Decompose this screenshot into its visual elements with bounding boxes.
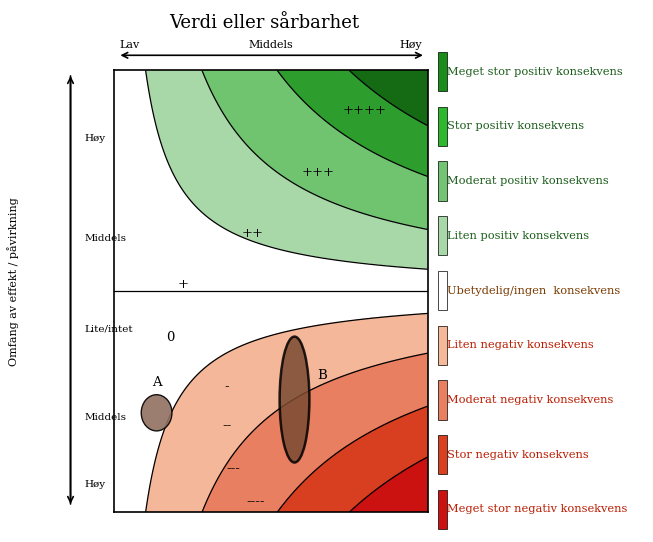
- Text: A: A: [151, 376, 161, 389]
- Text: -: -: [225, 380, 229, 393]
- Text: Liten positiv konsekvens: Liten positiv konsekvens: [447, 231, 590, 241]
- Text: ++: ++: [241, 228, 263, 241]
- Text: +++: +++: [302, 165, 334, 178]
- Ellipse shape: [279, 337, 310, 462]
- Text: Liten negativ konsekvens: Liten negativ konsekvens: [447, 340, 594, 350]
- Text: --: --: [223, 420, 232, 433]
- Text: Lav: Lav: [119, 41, 140, 50]
- Text: Middels: Middels: [85, 412, 127, 422]
- Text: Høy: Høy: [400, 41, 422, 50]
- Text: Middels: Middels: [249, 41, 293, 50]
- Text: Middels: Middels: [85, 234, 127, 243]
- Text: B: B: [317, 369, 327, 382]
- Ellipse shape: [141, 395, 172, 431]
- Text: Omfang av effekt / påvirkning: Omfang av effekt / påvirkning: [7, 197, 19, 366]
- Text: Meget stor negativ konsekvens: Meget stor negativ konsekvens: [447, 505, 628, 514]
- Text: Høy: Høy: [85, 480, 106, 489]
- Text: Verdi eller sårbarhet: Verdi eller sårbarhet: [169, 14, 360, 31]
- Text: ----: ----: [246, 495, 264, 508]
- Text: Moderat positiv konsekvens: Moderat positiv konsekvens: [447, 176, 609, 186]
- Text: ++++: ++++: [343, 104, 387, 117]
- Text: ---: ---: [227, 462, 240, 475]
- Text: Lite/intet: Lite/intet: [85, 324, 133, 333]
- Text: Ubetydelig/ingen  konsekvens: Ubetydelig/ingen konsekvens: [447, 286, 620, 295]
- Text: 0: 0: [167, 331, 175, 344]
- Text: +: +: [178, 278, 189, 291]
- Text: Stor negativ konsekvens: Stor negativ konsekvens: [447, 450, 589, 460]
- Text: Høy: Høy: [85, 134, 106, 144]
- Text: Moderat negativ konsekvens: Moderat negativ konsekvens: [447, 395, 614, 405]
- Text: Meget stor positiv konsekvens: Meget stor positiv konsekvens: [447, 67, 623, 76]
- Text: Stor positiv konsekvens: Stor positiv konsekvens: [447, 121, 584, 131]
